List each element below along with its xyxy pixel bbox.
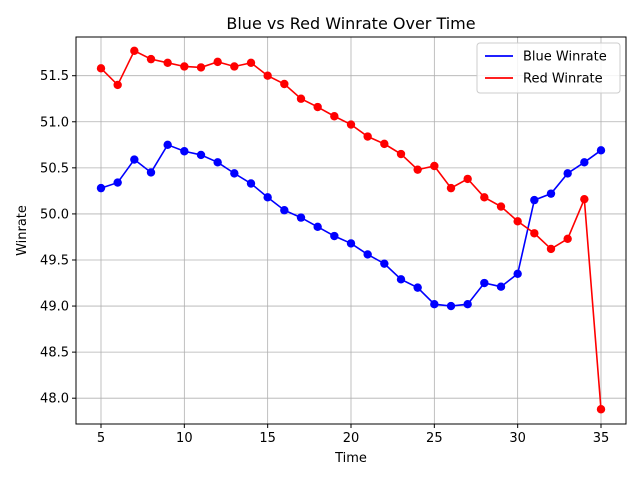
red-winrate-point xyxy=(363,132,372,141)
blue-winrate-point xyxy=(480,278,489,288)
red-winrate-point xyxy=(396,149,406,159)
blue-winrate-point xyxy=(213,158,222,167)
red-winrate-point xyxy=(113,80,122,90)
blue-winrate-point xyxy=(513,269,522,279)
red-winrate-point xyxy=(530,229,539,238)
y-tick-label: 49.0 xyxy=(40,300,69,315)
x-tick-label: 15 xyxy=(259,431,276,446)
red-winrate-point xyxy=(296,94,306,103)
blue-winrate-point xyxy=(563,169,572,178)
red-winrate-point xyxy=(313,102,322,112)
red-winrate-point xyxy=(230,62,239,71)
ticks: 5 10 15 20 25 30 35 48.0 48.5 49.0 49.5 50.0 50.5 51.… xyxy=(40,69,609,446)
x-tick-label: 20 xyxy=(343,431,360,446)
blue-winrate-point xyxy=(413,283,422,292)
x-tick-label: 25 xyxy=(426,431,443,446)
legend-label-blue-winrate: Blue Winrate xyxy=(523,50,607,65)
blue-winrate-point xyxy=(446,301,456,311)
x-tick-label: 30 xyxy=(509,431,526,446)
red-winrate-point xyxy=(146,54,156,64)
blue-winrate-point xyxy=(396,275,406,284)
blue-winrate-point xyxy=(263,193,272,202)
red-winrate-point xyxy=(563,234,572,243)
red-winrate-point xyxy=(246,58,256,67)
y-axis-label: Winrate xyxy=(15,205,30,256)
blue-winrate-point xyxy=(163,140,172,150)
red-winrate-point xyxy=(463,174,472,184)
y-tick-label: 48.0 xyxy=(40,392,69,407)
blue-winrate-point xyxy=(380,259,389,268)
x-tick-label: 5 xyxy=(97,431,105,446)
y-tick-label: 50.5 xyxy=(40,161,69,176)
red-winrate-point xyxy=(413,165,422,174)
red-winrate-point xyxy=(163,58,172,67)
blue-winrate-point xyxy=(530,195,539,205)
blue-winrate-point xyxy=(180,147,189,156)
blue-winrate-point xyxy=(246,179,256,188)
red-winrate-point xyxy=(380,139,389,149)
red-winrate-point xyxy=(213,57,222,67)
y-tick-label: 51.0 xyxy=(40,115,69,130)
legend-label-red-winrate: Red Winrate xyxy=(523,72,603,87)
blue-winrate-point xyxy=(430,300,439,309)
x-tick-label: 35 xyxy=(593,431,610,446)
blue-winrate-point xyxy=(580,158,589,167)
x-axis-label: Time xyxy=(334,451,367,466)
red-winrate-point xyxy=(180,62,189,71)
red-winrate-point xyxy=(513,217,522,226)
blue-winrate-point xyxy=(330,231,339,241)
x-tick-label: 10 xyxy=(176,431,193,446)
y-tick-label: 48.5 xyxy=(40,346,69,361)
red-winrate-point xyxy=(263,71,272,80)
blue-winrate-point xyxy=(596,146,606,155)
blue-winrate-point xyxy=(113,178,122,187)
y-tick-label: 49.5 xyxy=(40,253,69,268)
blue-winrate-point xyxy=(230,169,239,178)
chart-title: Blue vs Red Winrate Over Time xyxy=(226,14,475,33)
red-winrate-point xyxy=(430,161,439,171)
blue-winrate-point xyxy=(496,282,506,291)
red-winrate-point xyxy=(330,112,339,121)
red-winrate-point xyxy=(546,244,556,254)
red-winrate-point xyxy=(346,120,356,129)
red-winrate-point xyxy=(596,405,606,414)
blue-winrate-point xyxy=(463,300,472,309)
red-winrate-point xyxy=(96,64,106,73)
red-winrate-point xyxy=(580,194,589,204)
blue-winrate-point xyxy=(363,250,372,259)
y-tick-label: 50.0 xyxy=(40,207,69,222)
blue-winrate-point xyxy=(296,213,306,222)
legend: Blue Winrate Red Winrate xyxy=(476,42,621,94)
blue-winrate-point xyxy=(196,150,206,160)
red-winrate-point xyxy=(480,193,489,202)
blue-winrate-point xyxy=(313,222,322,232)
red-winrate-point xyxy=(496,202,506,211)
y-tick-label: 51.5 xyxy=(40,69,69,84)
red-winrate-point xyxy=(446,183,456,193)
blue-winrate-point xyxy=(96,183,106,193)
blue-winrate-point xyxy=(546,189,556,198)
red-winrate-point xyxy=(280,79,289,89)
blue-winrate-point xyxy=(280,206,289,215)
blue-winrate-point xyxy=(346,239,356,248)
series-layer xyxy=(96,46,606,414)
blue-winrate-point xyxy=(130,155,139,164)
red-winrate-point xyxy=(196,63,206,72)
blue-winrate-point xyxy=(146,168,156,177)
red-winrate-point xyxy=(130,46,139,56)
